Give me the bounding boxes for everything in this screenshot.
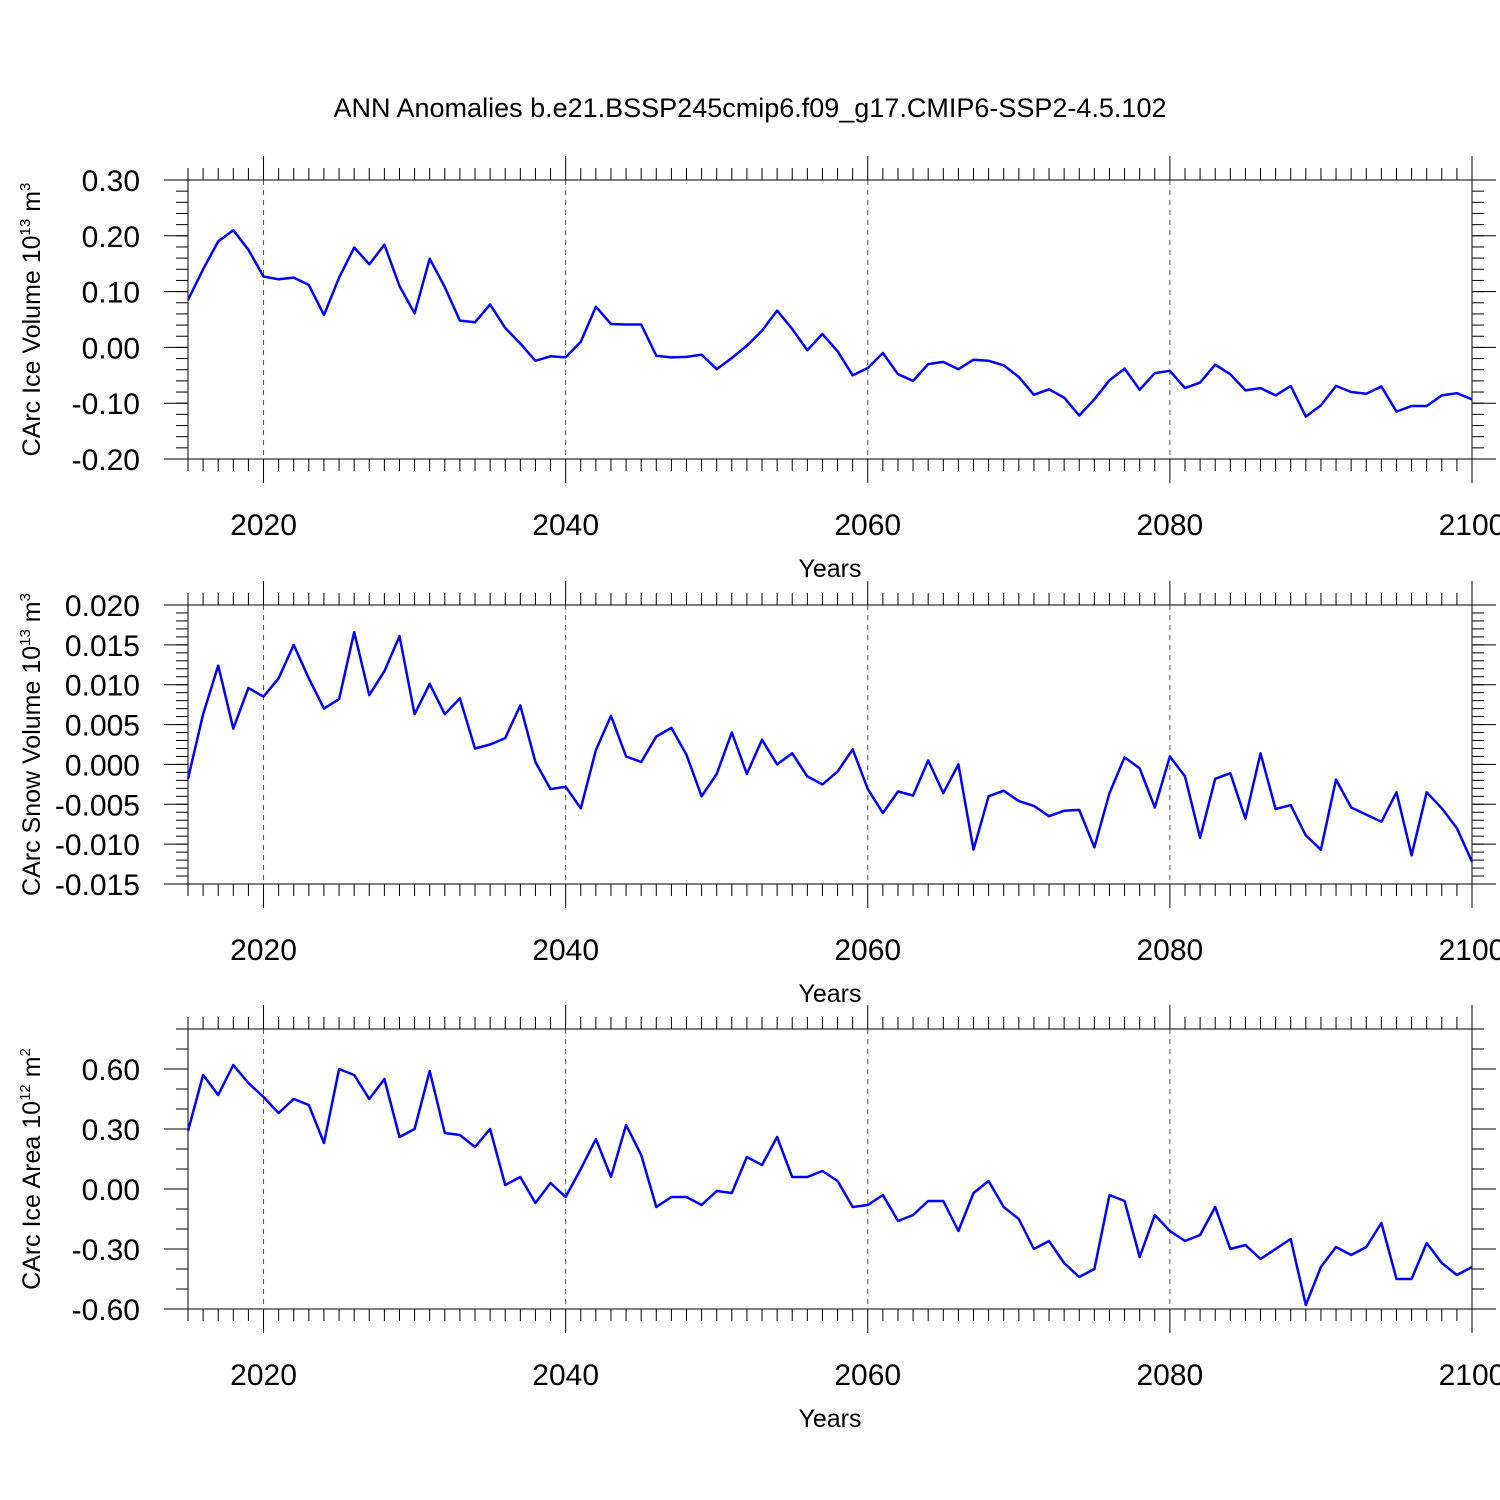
- y-tick-label: 0.30: [82, 1114, 140, 1147]
- y-tick-label: -0.005: [55, 789, 140, 822]
- y-tick-label: -0.20: [72, 444, 140, 477]
- x-axis-label: Years: [798, 555, 861, 583]
- y-tick-label: 0.010: [65, 670, 140, 703]
- panels: 2020 2040 2060 2080 2100Years-0.20-0.100.000…: [17, 156, 1500, 1433]
- y-tick-label: 0.10: [82, 277, 140, 310]
- x-axis-label: Years: [798, 980, 861, 1008]
- x-tick-label: 2080: [1137, 509, 1204, 542]
- y-axis-label: CArc Ice Volume 1013 m3: [17, 183, 46, 457]
- y-tick-label: 0.00: [82, 332, 140, 365]
- y-tick-label: 0.000: [65, 749, 140, 782]
- x-tick-label: 2060: [834, 509, 901, 542]
- x-tick-label: 2080: [1137, 934, 1204, 967]
- series-line: [186, 1063, 1473, 1307]
- x-tick-label: 2080: [1137, 1359, 1204, 1392]
- x-tick-label: 2040: [532, 934, 599, 967]
- x-tick-label: 2040: [532, 509, 599, 542]
- panel-1: 2020 2040 2060 2080 2100 Years -0.20 -0.10 0.00 0…: [17, 156, 1500, 583]
- panel-3: 2020 2040 2060 2080 2100 Years -0.60 -0.30 0.00 0…: [17, 1005, 1500, 1433]
- y-axis-label: CArc Ice Area 1012 m2: [17, 1048, 46, 1290]
- y-tick-label: 0.020: [65, 590, 140, 623]
- y-tick-label: 0.30: [82, 165, 140, 198]
- x-tick-label: 2060: [834, 934, 901, 967]
- series-line: [186, 228, 1473, 418]
- x-tick-label: 2020: [230, 509, 297, 542]
- x-tick-label: 2100: [1439, 1359, 1500, 1392]
- x-tick-label: 2020: [230, 934, 297, 967]
- plot-frame: [187, 604, 1473, 885]
- y-tick-label: 0.00: [82, 1174, 140, 1207]
- y-tick-label: -0.010: [55, 829, 140, 862]
- x-tick-label: 2020: [230, 1359, 297, 1392]
- y-tick-label: -0.30: [72, 1234, 140, 1267]
- y-tick-label: 0.005: [65, 710, 140, 743]
- plot-frame: [187, 1028, 1473, 1310]
- panel-2: 2020 2040 2060 2080 2100 Years -0.015 -0.010 -0.…: [17, 581, 1500, 1008]
- series-line: [186, 630, 1474, 863]
- y-tick-label: 0.015: [65, 630, 140, 663]
- y-tick-label: -0.015: [55, 869, 140, 902]
- figure-title: ANN Anomalies b.e21.BSSP245cmip6.f09_g17…: [334, 93, 1167, 123]
- y-tick-label: 0.20: [82, 221, 140, 254]
- x-tick-label: 2100: [1439, 934, 1500, 967]
- x-axis-label: Years: [798, 1405, 861, 1433]
- x-tick-label: 2060: [834, 1359, 901, 1392]
- y-axis-label: CArc Snow Volume 1013 m3: [17, 593, 46, 896]
- y-tick-label: -0.60: [72, 1294, 140, 1327]
- plot-frame: [187, 179, 1473, 460]
- y-tick-label: -0.10: [72, 388, 140, 421]
- y-tick-label: 0.60: [82, 1054, 140, 1087]
- x-tick-label: 2100: [1439, 509, 1500, 542]
- x-tick-label: 2040: [532, 1359, 599, 1392]
